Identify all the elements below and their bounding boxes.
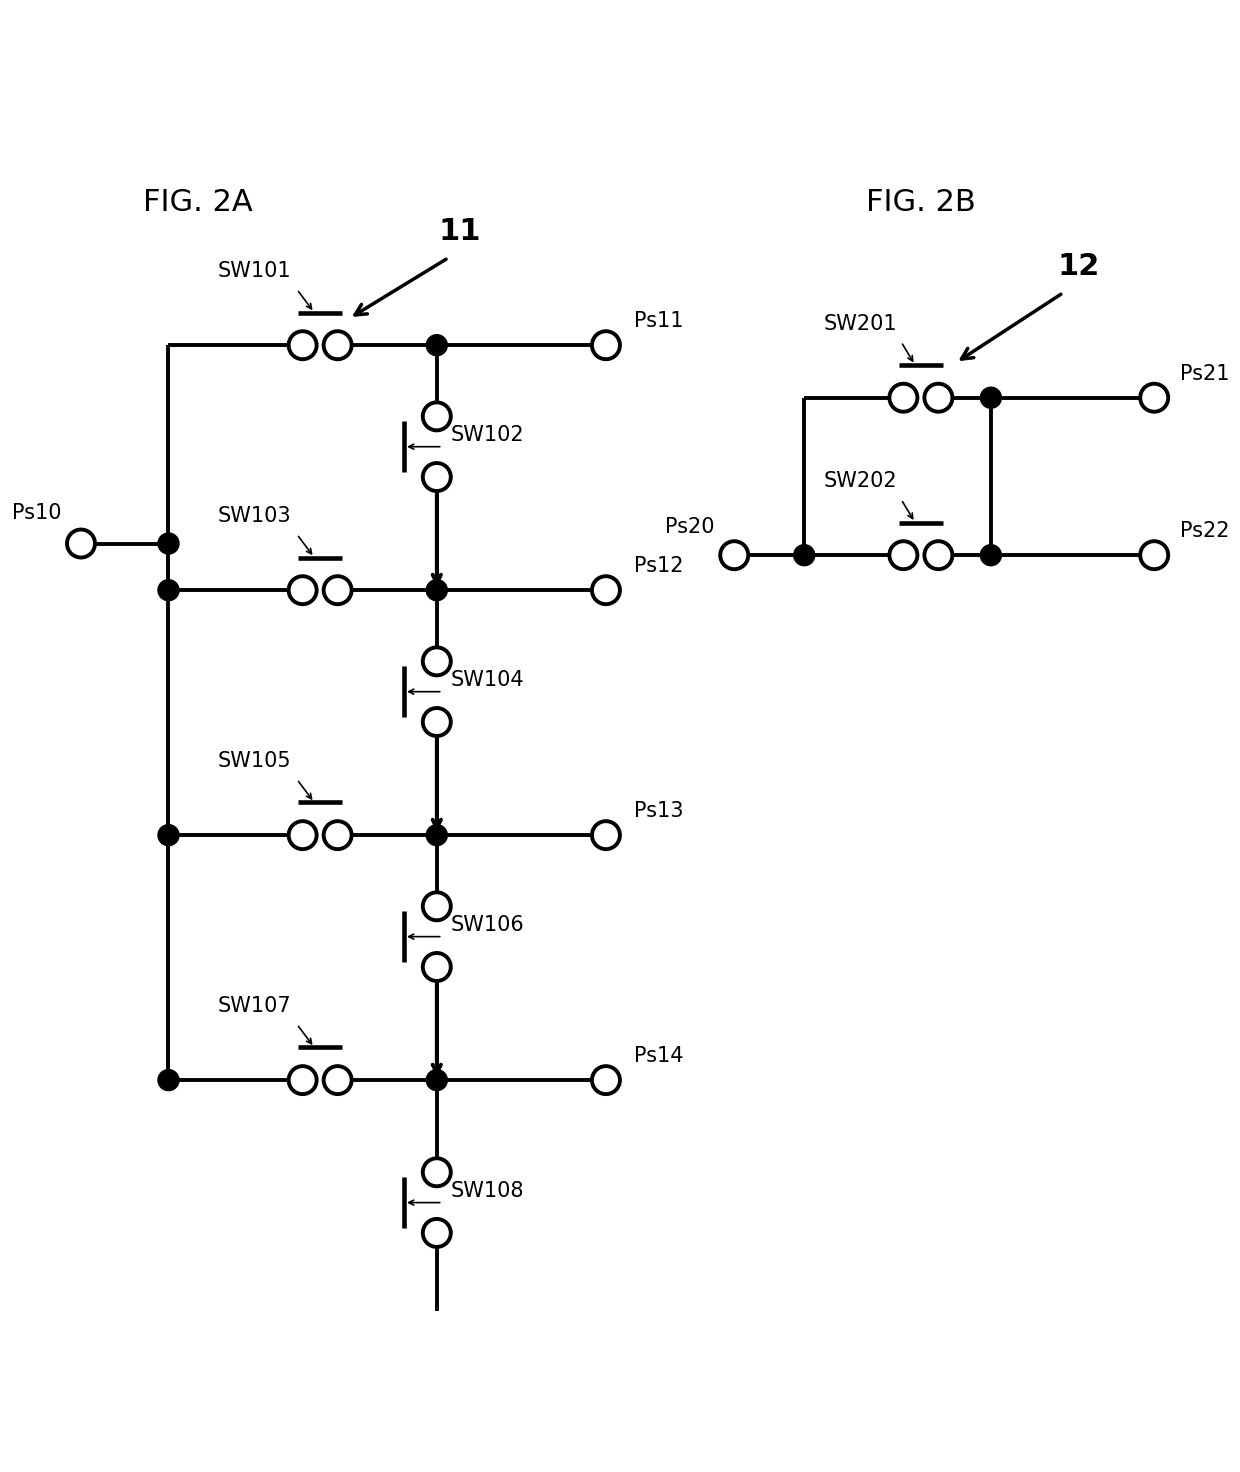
Circle shape <box>157 533 179 553</box>
Text: Ps14: Ps14 <box>634 1047 683 1066</box>
Circle shape <box>427 334 448 356</box>
Text: SW104: SW104 <box>451 670 525 690</box>
Circle shape <box>427 824 448 845</box>
Text: SW202: SW202 <box>823 471 898 492</box>
Circle shape <box>157 580 179 601</box>
Text: SW102: SW102 <box>451 425 525 445</box>
Text: 12: 12 <box>1058 252 1100 281</box>
Text: SW105: SW105 <box>217 751 291 771</box>
Text: SW108: SW108 <box>451 1181 525 1201</box>
Text: SW107: SW107 <box>217 997 291 1016</box>
Text: Ps22: Ps22 <box>1179 521 1229 542</box>
Text: Ps10: Ps10 <box>11 502 61 523</box>
Text: Ps11: Ps11 <box>634 311 683 331</box>
Text: Ps20: Ps20 <box>665 517 714 536</box>
Text: Ps12: Ps12 <box>634 556 683 576</box>
Circle shape <box>981 387 1002 408</box>
Text: FIG. 2A: FIG. 2A <box>143 188 253 216</box>
Circle shape <box>794 545 815 565</box>
Text: 11: 11 <box>439 216 481 246</box>
Text: FIG. 2B: FIG. 2B <box>866 188 976 216</box>
Circle shape <box>157 1070 179 1091</box>
Circle shape <box>427 580 448 601</box>
Circle shape <box>157 824 179 845</box>
Circle shape <box>427 1070 448 1091</box>
Text: SW106: SW106 <box>451 916 525 935</box>
Text: Ps13: Ps13 <box>634 801 683 821</box>
Text: SW101: SW101 <box>217 261 291 281</box>
Text: SW201: SW201 <box>823 314 898 334</box>
Circle shape <box>981 545 1002 565</box>
Text: SW103: SW103 <box>217 506 291 526</box>
Text: Ps21: Ps21 <box>1179 364 1229 384</box>
